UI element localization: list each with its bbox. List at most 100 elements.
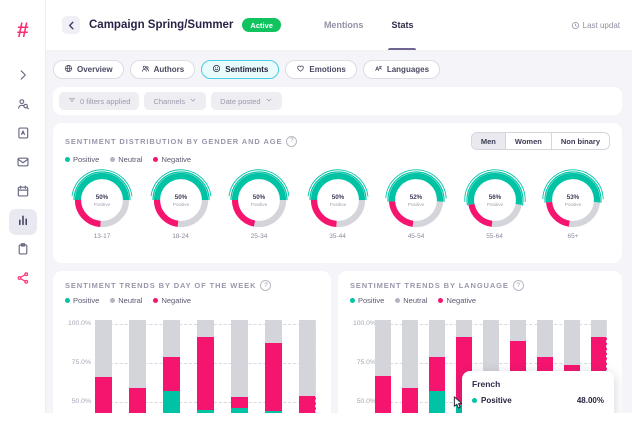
chevron-down-icon [189,96,197,106]
pill-languages[interactable]: Languages [362,60,441,79]
donut-chart-13-17[interactable]: 50% Positive 13-17 [69,168,135,240]
svg-text:Positive: Positive [329,202,346,207]
age-group-label: 25-34 [250,233,268,240]
sidebar-item-share-nodes[interactable] [9,267,37,293]
card-title: SENTIMENT TRENDS BY LANGUAGE [350,281,509,290]
age-group-label: 18-24 [172,233,189,240]
chart-legend: Positive Neutral Negative [350,296,610,305]
neutral-segment [429,320,445,357]
chevron-down-icon [265,96,273,106]
negative-segment [197,336,214,410]
toggle-women[interactable]: Women [504,133,551,149]
person-search-icon [16,97,30,116]
legend-neutral[interactable]: Neutral [110,296,142,305]
info-icon[interactable]: ? [260,280,272,291]
viewport-cutoff [0,413,632,445]
svg-text:50%: 50% [96,194,109,201]
address-book-icon [16,126,30,145]
pill-authors[interactable]: Authors [129,60,196,79]
back-button[interactable] [62,16,80,34]
tab-mentions[interactable]: Mentions [323,20,364,30]
sidebar-item-bar-chart[interactable] [8,209,37,235]
svg-text:50%: 50% [174,194,187,201]
section-pills: Overview Authors Sentiments Emotions Lan… [53,60,622,79]
sidebar-item-person-search[interactable] [9,93,37,119]
svg-text:53%: 53% [567,194,580,201]
neutral-segment [265,320,282,343]
legend-positive[interactable]: Positive [65,155,99,164]
legend-positive[interactable]: Positive [65,296,99,305]
neutral-segment [564,320,580,365]
sidebar-item-chevron-right[interactable] [9,64,37,90]
filter-lines-icon [68,96,76,106]
pill-emotions[interactable]: Emotions [285,60,357,79]
legend-dot [350,298,355,303]
donut-chart-35-44[interactable]: 50% Positive 35-44 [305,168,371,240]
tab-stats[interactable]: Stats [388,0,417,50]
pill-overview[interactable]: Overview [53,60,124,79]
legend-negative[interactable]: Negative [438,296,476,305]
legend-neutral[interactable]: Neutral [110,155,142,164]
sidebar-item-clipboard[interactable] [9,238,37,264]
filter-chip[interactable]: 0 filters applied [59,92,140,110]
legend-dot [65,298,70,303]
mail-icon [16,155,30,174]
charts-row: SENTIMENT TRENDS BY DAY OF THE WEEK ? Po… [53,271,622,445]
toggle-men[interactable]: Men [471,133,505,149]
negative-segment [231,397,248,409]
neutral-segment [483,320,499,387]
pill-sentiments[interactable]: Sentiments [201,60,280,79]
users-icon [141,64,150,75]
toggle-non-binary[interactable]: Non binary [550,133,609,149]
legend-neutral[interactable]: Neutral [395,296,427,305]
gender-age-card: SENTIMENT DISTRIBUTION BY GENDER AND AGE… [53,123,622,263]
mouse-cursor-icon [450,395,465,415]
neutral-segment [299,320,316,396]
share-nodes-icon [16,271,30,290]
legend-negative[interactable]: Negative [153,296,191,305]
info-icon[interactable]: ? [512,280,524,291]
sidebar-item-address-book[interactable] [9,122,37,148]
neutral-segment [591,320,607,337]
neutral-segment [129,320,146,388]
donut-chart-18-24[interactable]: 50% Positive 18-24 [148,168,214,240]
donut-chart-45-54[interactable]: 52% Positive 45-54 [383,168,449,240]
gender-toggle-group: Men Women Non binary [470,132,610,150]
legend-dot [110,298,116,303]
donut-chart-65+[interactable]: 53% Positive 65+ [540,168,606,240]
donut-chart-55-64[interactable]: 56% Positive 55-64 [462,168,528,240]
svg-text:Positive: Positive [251,202,268,207]
y-axis-tick: 100.0% [67,320,91,327]
neutral-segment [375,320,391,376]
filter-chip[interactable]: Date posted [211,92,282,110]
age-group-label: 45-54 [407,233,425,240]
header: Campaign Spring/Summer Active Mentions St… [46,0,632,51]
svg-text:Positive: Positive [172,202,189,207]
content-area: Overview Authors Sentiments Emotions Lan… [46,51,632,445]
sidebar-item-calendar[interactable] [9,180,37,206]
calendar-icon [16,184,30,203]
age-group-label: 55-64 [486,233,503,240]
chevron-left-icon [68,21,74,29]
sidebar-item-mail[interactable] [9,151,37,177]
bar-chart-icon [16,213,30,232]
legend-positive[interactable]: Positive [350,296,384,305]
legend-dot [65,157,70,162]
legend-dot [438,298,444,303]
status-badge: Active [242,18,281,32]
filter-chip[interactable]: Channels [144,92,207,110]
age-group-label: 13-17 [93,233,111,240]
app-logo[interactable]: # [16,19,29,42]
y-axis-tick: 100.0% [352,320,376,327]
sidebar: # [0,0,46,445]
neutral-segment [197,320,214,337]
svg-text:52%: 52% [410,194,423,201]
info-icon[interactable]: ? [286,135,298,147]
tooltip-title: French [472,379,501,389]
tooltip-row-positive: Positive 48.00% [472,396,604,405]
language-card: SENTIMENT TRENDS BY LANGUAGE ? Positive … [338,271,622,445]
legend-negative[interactable]: Negative [153,155,191,164]
neutral-segment [402,320,418,388]
negative-segment [429,356,445,392]
donut-chart-25-34[interactable]: 50% Positive 25-34 [226,168,292,240]
